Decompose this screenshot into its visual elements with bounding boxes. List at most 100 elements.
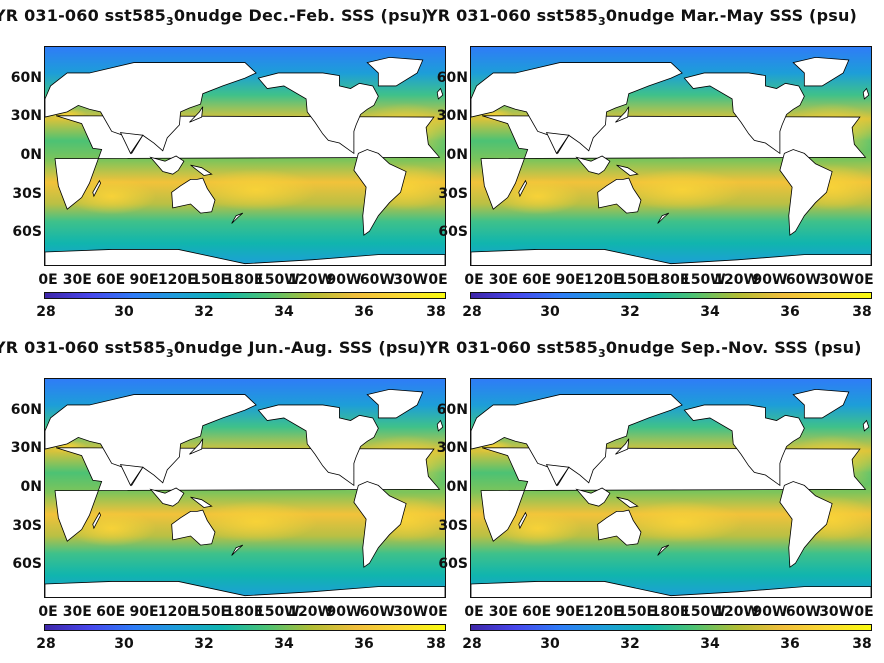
lon-tick-label: 90E <box>129 272 159 288</box>
lon-tick-label: 150W <box>680 604 726 620</box>
lon-tick-label: 180E <box>650 604 690 620</box>
land-mass <box>119 132 144 155</box>
colorbar-tick-label: 38 <box>426 636 446 652</box>
lon-tick-label: 30W <box>819 272 855 288</box>
land-mass <box>436 87 444 100</box>
lat-tick-label: 0N <box>20 479 42 495</box>
lon-tick-label: 180E <box>224 604 264 620</box>
colorbar-tick-label: 32 <box>194 636 214 652</box>
lat-tick-label: 30N <box>436 440 468 456</box>
land-mass <box>471 581 871 597</box>
land-mass <box>792 388 850 419</box>
lat-tick-label: 60S <box>12 556 42 572</box>
sss-map-svg <box>471 47 871 265</box>
lon-tick-label: 30E <box>488 272 518 288</box>
land-mass <box>45 62 257 155</box>
panel-title: YR 031-060 sst58530nudge Dec.-Feb. SSS (… <box>0 6 429 28</box>
land-mass <box>149 487 185 507</box>
lon-tick-label: 0E <box>854 272 874 288</box>
lon-tick-label: 120E <box>583 604 623 620</box>
colorbar-tick-label: 36 <box>354 304 374 320</box>
lon-tick-label: 60E <box>522 272 552 288</box>
land-mass <box>231 212 244 224</box>
lat-tick-label: 60S <box>438 556 468 572</box>
lat-tick-label: 0N <box>20 147 42 163</box>
colorbar-tick-label: 34 <box>700 304 720 320</box>
panel-title: YR 031-060 sst58530nudge Sep.-Nov. SSS (… <box>426 338 862 360</box>
salinity-maximum-region <box>67 510 157 547</box>
sss-map <box>44 46 446 266</box>
lon-tick-label: 30W <box>393 272 429 288</box>
land-mass <box>575 155 611 175</box>
lon-tick-label: 120W <box>714 604 759 620</box>
land-mass <box>615 438 630 455</box>
lat-tick-label: 60N <box>436 402 468 418</box>
land-mass <box>545 132 570 155</box>
lon-tick-label: 60E <box>96 272 126 288</box>
panel-title: YR 031-060 sst58530nudge Mar.-May SSS (p… <box>426 6 857 28</box>
salinity-maximum-region <box>621 500 744 543</box>
lon-tick-label: 90W <box>326 272 362 288</box>
lon-tick-label: 60W <box>359 604 395 620</box>
lon-tick-label: 150E <box>191 604 231 620</box>
colorbar-tick-label: 38 <box>426 304 446 320</box>
lon-tick-label: 30E <box>488 604 518 620</box>
land-mass <box>189 438 204 455</box>
lat-tick-label: 0N <box>446 479 468 495</box>
sss-map-svg <box>471 379 871 597</box>
land-mass <box>436 419 444 432</box>
lon-tick-label: 150W <box>254 272 300 288</box>
colorbar-tick-label: 30 <box>540 636 560 652</box>
lon-tick-label: 120W <box>288 604 333 620</box>
lon-tick-label: 180E <box>650 272 690 288</box>
lon-tick-label: 150E <box>617 272 657 288</box>
panel-title: YR 031-060 sst58530nudge Jun.-Aug. SSS (… <box>0 338 426 360</box>
lat-tick-label: 30S <box>12 518 42 534</box>
panel-djf: YR 031-060 sst58530nudge Dec.-Feb. SSS (… <box>0 0 448 331</box>
lon-axis: 0E 30E 60E 90E 120E 150E 180E 150W 120W 90W 60W 30W… <box>464 272 874 290</box>
land-mass <box>149 155 185 175</box>
land-mass <box>257 72 379 155</box>
colorbar-tick-label: 38 <box>852 636 872 652</box>
salinity-maximum-region <box>195 168 318 211</box>
land-mass <box>575 487 611 507</box>
title-subscript: 3 <box>165 15 174 28</box>
sss-map <box>470 46 872 266</box>
colorbar-tick-label: 36 <box>780 636 800 652</box>
colorbar-tick-label: 30 <box>114 636 134 652</box>
title-prefix: YR 031-060 sst585 <box>426 338 598 357</box>
title-subscript: 3 <box>165 347 174 360</box>
lat-tick-label: 60N <box>10 402 42 418</box>
land-mass <box>190 164 213 176</box>
colorbar-tick-label: 32 <box>620 636 640 652</box>
lon-tick-label: 0E <box>464 604 484 620</box>
lat-tick-label: 60S <box>438 224 468 240</box>
salinity-maximum-region <box>493 510 583 547</box>
lon-tick-label: 120E <box>157 604 197 620</box>
lon-tick-label: 30W <box>819 604 855 620</box>
land-mass <box>779 481 833 568</box>
lon-tick-label: 90W <box>326 604 362 620</box>
title-suffix: 0nudge Dec.-Feb. SSS (psu) <box>173 6 429 25</box>
land-mass <box>190 496 213 508</box>
lat-tick-label: 30S <box>12 186 42 202</box>
land-mass <box>597 177 642 214</box>
lon-tick-label: 60W <box>359 272 395 288</box>
land-mass <box>683 72 805 155</box>
colorbar <box>44 624 446 631</box>
colorbar <box>470 292 872 299</box>
land-mass <box>353 149 407 236</box>
lat-tick-label: 60N <box>10 70 42 86</box>
lon-tick-label: 150W <box>254 604 300 620</box>
colorbar-tick-label: 28 <box>462 304 482 320</box>
lon-tick-label: 120E <box>583 272 623 288</box>
lon-tick-label: 30W <box>393 604 429 620</box>
lat-tick-label: 30N <box>436 108 468 124</box>
lon-tick-label: 120E <box>157 272 197 288</box>
lon-tick-label: 90W <box>752 272 788 288</box>
title-suffix: 0nudge Mar.-May SSS (psu) <box>605 6 858 25</box>
lon-tick-label: 150W <box>680 272 726 288</box>
land-mass <box>45 581 445 597</box>
land-mass <box>862 87 870 100</box>
salinity-maximum-region <box>67 178 157 215</box>
